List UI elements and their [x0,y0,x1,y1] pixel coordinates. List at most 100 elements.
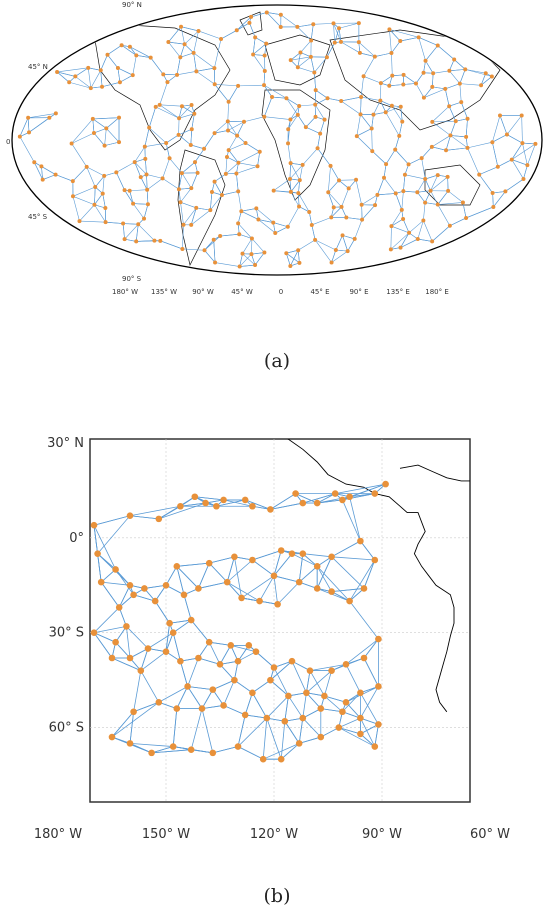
network-edge-b [345,664,361,693]
network-edge-b [209,556,235,564]
network-edge-a [511,159,528,166]
network-edge-a [311,217,332,226]
network-node-a [236,221,241,226]
network-edge-a [168,41,181,58]
network-node-b [112,638,119,646]
network-edge-a [146,174,163,179]
network-node-b [220,496,227,504]
network-edge-a [400,37,419,42]
network-node-a [401,82,406,87]
network-node-a [286,127,291,132]
network-node-a [241,119,246,124]
network-node-a [284,96,289,101]
network-edge-a [132,55,137,76]
network-edge-a [178,113,195,119]
network-edge-b [306,692,322,709]
network-edge-a [214,38,222,69]
network-edge-a [527,143,536,166]
network-node-a [145,187,150,192]
network-node-a [98,68,103,73]
network-node-a [489,74,494,79]
network-node-a [191,50,196,55]
lat-label-a: 45° S [28,213,48,221]
network-node-b [249,556,256,564]
network-edge-a [447,176,449,191]
network-node-a [356,21,361,26]
network-node-b [187,616,195,624]
south-america-coast [287,439,455,713]
network-node-a [421,70,426,75]
network-edge-a [433,70,450,74]
network-node-a [134,239,139,244]
network-edge-b [101,581,131,586]
network-edge-a [400,232,410,248]
network-node-a [262,68,267,73]
network-edge-a [71,143,87,168]
network-node-a [136,222,141,227]
network-edge-a [236,165,258,174]
network-edge-a [227,121,238,136]
network-edge-a [134,162,142,178]
network-edge-a [314,239,332,263]
network-edge-a [104,172,117,177]
network-node-a [158,238,163,243]
network-edge-b [324,695,343,713]
network-edge-a [341,96,362,102]
network-node-a [226,148,231,153]
network-node-a [384,162,389,167]
network-edge-b [324,695,347,703]
network-edge-a [430,174,439,191]
network-node-a [401,217,406,222]
network-edge-a [401,191,404,210]
pacific-network-map: 30° N 0° 30° S 60° S 180° W 150° W 120° W 90° W… [0,425,554,845]
network-edge-b [158,686,188,703]
network-edge-a [178,106,183,119]
network-edge-b [345,638,379,665]
network-node-a [295,24,300,29]
network-node-a [262,250,267,255]
network-edge-b [158,502,206,520]
network-node-a [239,209,244,214]
network-node-a [423,58,428,63]
network-edge-a [238,162,258,167]
network-edge-a [180,202,184,225]
network-edge-b [226,556,235,583]
network-edge-a [155,106,180,119]
network-edge-a [437,204,451,226]
network-node-b [285,692,292,700]
network-edge-b [270,502,303,510]
network-node-a [460,200,465,205]
network-edge-a [417,238,433,242]
network-node-a [236,160,241,165]
network-node-b [321,692,328,700]
network-edge-a [373,100,381,115]
network-node-a [339,98,344,103]
network-edge-b [93,607,120,633]
network-edge-a [193,52,197,72]
network-node-a [247,20,252,25]
network-edge-b [273,575,300,583]
network-edge-a [106,128,120,143]
map-border [11,4,543,276]
network-edge-a [144,142,167,147]
network-edge-b [302,692,307,719]
network-edge-b [245,499,271,510]
network-edge-a [403,74,417,84]
network-edge-b [273,667,289,697]
network-edge-a [169,158,183,174]
network-edge-a [178,104,192,119]
network-node-b [223,578,231,586]
network-edge-a [334,28,340,43]
network-edge-a [499,115,508,135]
network-node-a [209,190,214,195]
network-node-b [173,705,181,712]
network-node-b [375,721,382,728]
network-node-a [430,239,435,244]
network-edge-a [391,218,404,227]
network-node-a [176,132,181,137]
network-edge-a [417,178,426,193]
network-edge-b [291,553,318,567]
network-edge-b [158,505,181,520]
network-edge-b [331,588,365,593]
network-edge-a [400,106,403,122]
